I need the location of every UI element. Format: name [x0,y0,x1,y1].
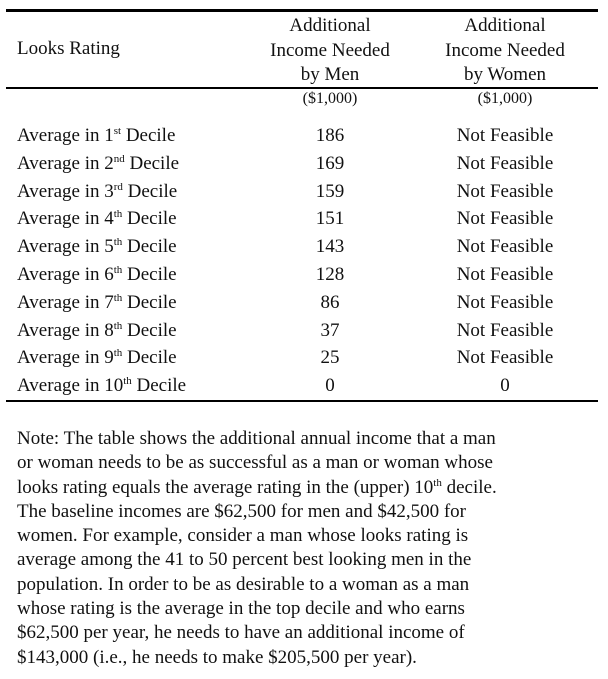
decile-label-text: Average in 8 [17,319,114,341]
decile-label-text: Average in 4 [17,208,114,230]
note-ordinal-suffix: th [433,476,442,489]
men-header-line-2: Income Needed [270,39,390,61]
women-header-unit: ($1,000) [477,89,533,107]
ordinal-suffix: th [113,319,123,332]
looks-rating-cell: Average in 5th Decile [17,233,177,261]
decile-word: Decile [122,319,177,341]
ordinal-suffix: th [113,291,123,304]
decile-label-text: Average in 6 [17,264,114,285]
decile-word: Decile [122,291,177,313]
note-line: women. For example, consider a man whose… [17,525,469,547]
men-income-cell: 128 [315,264,345,285]
table-row: Average in 8th Decile 37 Not Feasible [0,317,608,345]
decile-label-text: Average in 1 [17,125,114,146]
men-income-cell: 169 [315,152,345,174]
men-header-line-1: Additional [289,15,371,36]
decile-word: Decile [131,375,187,397]
decile-word: Decile [122,208,177,230]
men-income-cell: 186 [315,125,345,146]
looks-rating-cell: Average in 9th Decile [17,344,177,372]
men-income-cell: 143 [315,236,345,258]
table-row: Average in 5th Decile 143 Not Feasible [0,233,608,261]
table-row: Average in 9th Decile 25 Not Feasible [0,344,608,372]
decile-word: Decile [122,347,177,369]
table-row: Average in 2nd Decile 169 Not Feasible [0,150,608,178]
note-line: population. In order to be as desirable … [17,573,470,595]
looks-rating-cell: Average in 8th Decile [17,317,177,345]
decile-label-text: Average in 9 [17,347,114,369]
table-row: Average in 6th Decile 128 Not Feasible [0,261,608,289]
decile-word: Decile [122,264,177,285]
table-top-rule [6,9,598,12]
looks-rating-cell: Average in 6th Decile [17,261,177,289]
men-header-line-3: by Men [300,64,360,85]
women-header-line-3: by Women [463,64,547,85]
looks-rating-header: Looks Rating [17,38,120,59]
table-row: Average in 3rd Decile 159 Not Feasible [0,178,608,206]
looks-rating-cell: Average in 10th Decile [17,372,186,400]
women-header-line-2: Income Needed [445,39,565,61]
men-income-cell: 25 [320,347,340,369]
women-income-header: Additional Income Needed by Women ($1,00… [405,14,605,110]
women-income-cell: Not Feasible [456,208,554,230]
decile-label-text: Average in 2 [17,152,114,174]
men-header-unit: ($1,000) [302,89,358,107]
looks-rating-cell: Average in 1st Decile [17,122,175,150]
women-income-cell: 0 [500,375,510,397]
note-line: or woman needs to be as successful as a … [17,452,493,474]
looks-rating-cell: Average in 4th Decile [17,205,177,233]
table-note: Note: The table shows the additional ann… [17,427,597,670]
men-income-cell: 0 [325,375,335,397]
decile-label-text: Average in 5 [17,236,114,258]
table-row: Average in 10th Decile 0 0 [0,372,608,400]
women-income-cell: Not Feasible [456,125,554,146]
women-income-cell: Not Feasible [456,347,554,369]
ordinal-suffix: th [113,347,123,360]
women-income-cell: Not Feasible [456,180,554,202]
looks-rating-cell: Average in 2nd Decile [17,150,179,178]
looks-rating-cell: Average in 3rd Decile [17,178,177,206]
men-income-cell: 159 [315,180,345,202]
decile-word: Decile [122,180,178,202]
table-bottom-rule [6,400,598,402]
note-line-text: looks rating equals the average rating i… [17,476,434,498]
women-income-cell: Not Feasible [456,291,554,313]
table-row: Average in 7th Decile 86 Not Feasible [0,289,608,317]
decile-word: Decile [121,125,176,146]
decile-label-text: Average in 3 [17,180,114,202]
note-line-text: decile. [441,476,497,498]
note-line: $143,000 (i.e., he needs to make $205,50… [17,646,417,668]
ordinal-suffix: th [113,264,123,276]
decile-label-text: Average in 7 [17,291,114,313]
decile-label-text: Average in 10 [17,375,124,397]
note-line: The baseline incomes are $62,500 for men… [17,500,467,522]
men-income-cell: 86 [320,291,340,313]
men-income-cell: 151 [315,208,345,230]
women-income-cell: Not Feasible [456,319,554,341]
women-income-cell: Not Feasible [456,264,554,285]
header-divider-rule [6,87,598,89]
ordinal-suffix: th [113,208,123,221]
note-line: average among the 41 to 50 percent best … [17,549,472,571]
ordinal-suffix: th [113,236,123,249]
note-line: $62,500 per year, he needs to have an ad… [17,622,465,644]
ordinal-suffix: nd [113,152,125,165]
ordinal-suffix: rd [113,180,123,193]
ordinal-suffix: th [123,375,132,388]
decile-word: Decile [124,152,180,174]
men-income-cell: 37 [320,319,340,341]
decile-word: Decile [122,236,177,258]
note-line: looks rating equals the average rating i… [17,476,597,500]
women-header-line-1: Additional [464,15,546,36]
men-income-header: Additional Income Needed by Men ($1,000) [230,14,430,110]
women-income-cell: Not Feasible [456,236,554,258]
ordinal-suffix: st [113,125,122,137]
note-line: whose rating is the average in the top d… [17,598,465,620]
note-line: Note: The table shows the additional ann… [17,428,496,449]
table-row: Average in 1st Decile 186 Not Feasible [0,122,608,150]
women-income-cell: Not Feasible [456,152,554,174]
table-row: Average in 4th Decile 151 Not Feasible [0,205,608,233]
looks-rating-cell: Average in 7th Decile [17,289,177,317]
